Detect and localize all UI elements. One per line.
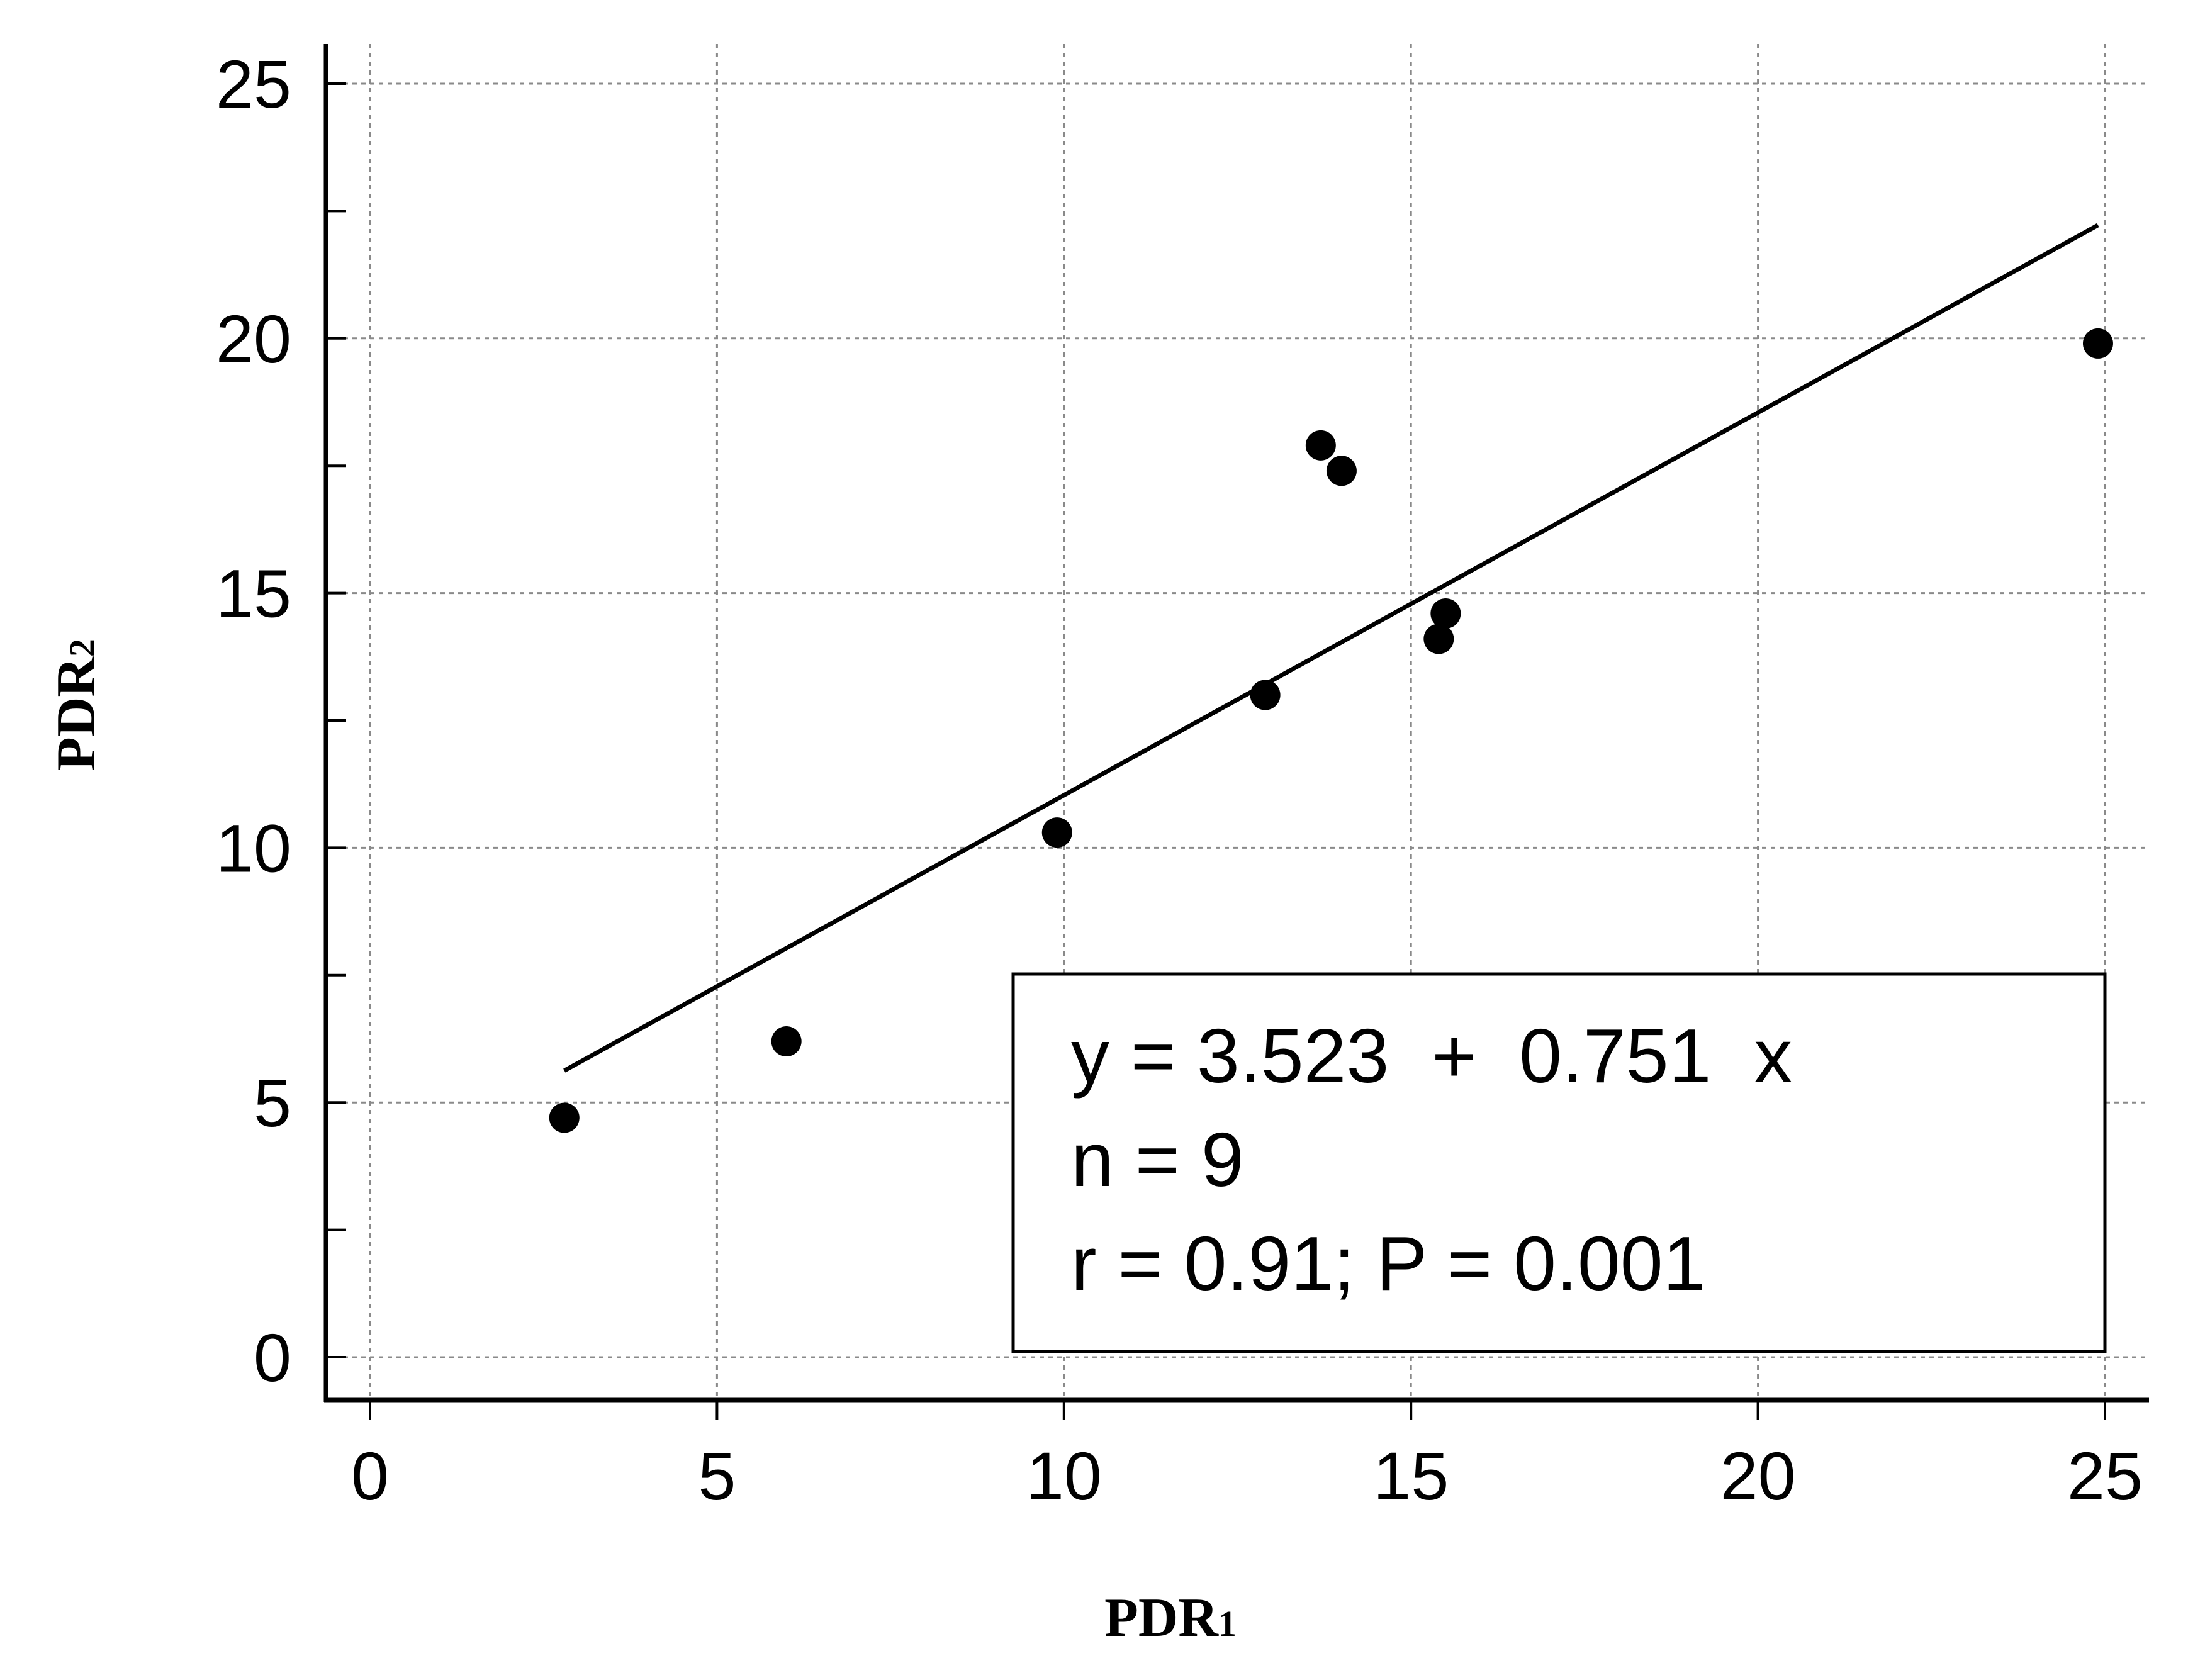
x-tick-label: 25 <box>2067 1438 2143 1514</box>
regression-line-group <box>563 223 2099 1073</box>
x-axis-title-sub: 1 <box>1218 1603 1237 1644</box>
data-point <box>771 1026 802 1057</box>
x-tick-label: 5 <box>698 1438 736 1514</box>
annotation-line: r = 0.91; P = 0.001 <box>1071 1221 1705 1306</box>
annotation-line: n = 9 <box>1071 1117 1244 1202</box>
x-tick-label: 20 <box>1720 1438 1796 1514</box>
y-tick-label: 25 <box>216 46 291 122</box>
y-tick-label: 0 <box>254 1319 291 1396</box>
data-point <box>1430 598 1461 629</box>
axes: 0 5 10 15 20 25 0 5 10 15 20 25 <box>216 44 2149 1514</box>
y-tick-label: 5 <box>254 1065 291 1141</box>
x-tick-label: 10 <box>1026 1438 1102 1514</box>
data-points <box>549 328 2113 1133</box>
data-point <box>2082 328 2113 359</box>
annotation-box <box>1011 972 2107 1353</box>
y-tick-label: 10 <box>216 810 291 886</box>
regression-line <box>563 223 2099 1073</box>
x-axis-title-main: PDR <box>1104 1588 1219 1649</box>
y-axis-title-sub: 2 <box>62 639 103 657</box>
y-tick-label: 15 <box>216 556 291 632</box>
data-point <box>1423 624 1454 654</box>
data-point <box>1326 456 1357 486</box>
data-point <box>1041 817 1072 848</box>
y-axis-title: PDR2 <box>46 639 107 771</box>
stats-annotation: y = 3.523 + 0.751 x n = 9 r = 0.91; P = 0.… <box>1011 972 2107 1353</box>
data-point <box>1250 680 1281 710</box>
y-axis-title-main: PDR <box>46 656 107 771</box>
data-point <box>1305 430 1336 461</box>
data-point <box>549 1102 580 1133</box>
annotation-line: y = 3.523 + 0.751 x <box>1071 1013 1792 1099</box>
x-tick-label: 15 <box>1373 1438 1449 1514</box>
x-axis-title: PDR1 <box>1104 1588 1237 1649</box>
y-tick-label: 20 <box>216 301 291 377</box>
x-tick-label: 0 <box>351 1438 389 1514</box>
